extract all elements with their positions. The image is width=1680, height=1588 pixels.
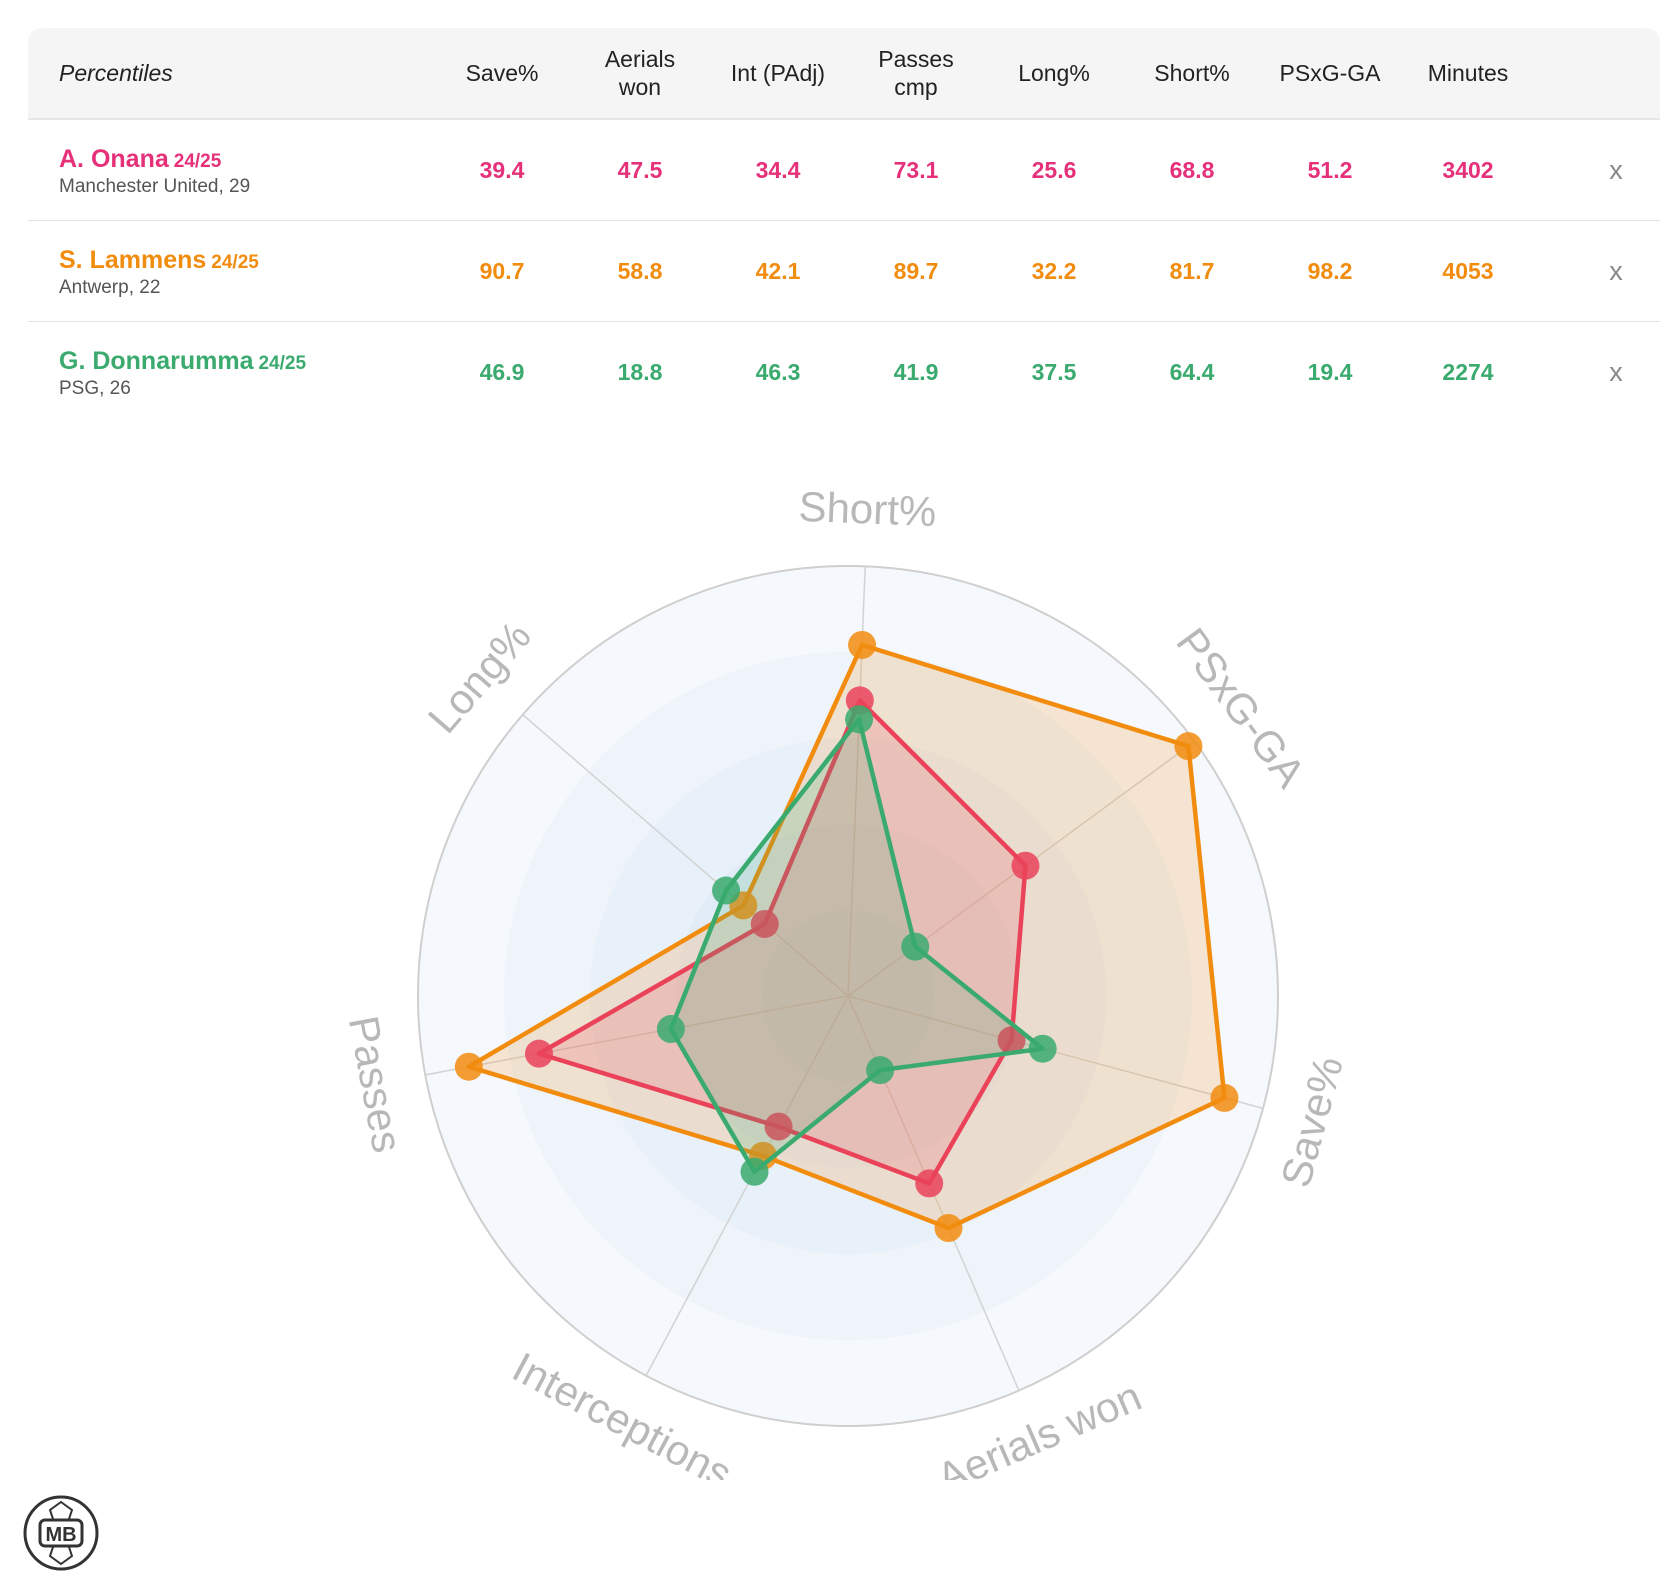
- column-header: Long%: [1018, 60, 1090, 86]
- stat-cell: 81.7: [1169, 257, 1215, 284]
- stat-cell: 3402: [1442, 156, 1494, 183]
- stat-cell: 4053: [1442, 257, 1494, 284]
- stat-cell: 19.4: [1307, 358, 1353, 385]
- data-point: [740, 1157, 769, 1186]
- stat-cell: 34.4: [755, 156, 801, 183]
- column-header: Short%: [1154, 60, 1230, 86]
- column-header: Int (PAdj): [730, 60, 826, 86]
- radar-spoke: [645, 995, 849, 1376]
- data-point: [750, 909, 779, 938]
- stat-cell: 39.4: [479, 156, 525, 183]
- data-point: [454, 1052, 483, 1081]
- data-point: [1210, 1083, 1239, 1112]
- player-name[interactable]: G. Donnarumma 24/25: [59, 347, 307, 375]
- data-point: [524, 1039, 553, 1068]
- stat-cell: 46.3: [755, 358, 801, 385]
- svg-text:MB: MB: [45, 1524, 76, 1546]
- stat-cell: 58.8: [617, 257, 663, 284]
- data-point: [656, 1015, 685, 1044]
- player-club-age: Antwerp, 22: [59, 277, 161, 298]
- player-club-age: Manchester United, 29: [59, 176, 251, 197]
- player-name[interactable]: A. Onana 24/25: [59, 145, 222, 173]
- stat-cell: 37.5: [1031, 358, 1077, 385]
- table-body: A. Onana 24/25 Manchester United, 29 39.4 47…: [28, 120, 1660, 422]
- axis-label: Short%: [798, 483, 938, 535]
- data-point: [1028, 1034, 1057, 1063]
- series-area: [536, 698, 1028, 1186]
- radar-spoke: [425, 995, 849, 1076]
- data-point: [848, 630, 877, 659]
- column-header: Minutes: [1427, 60, 1509, 86]
- stat-cell: 47.5: [617, 156, 663, 183]
- data-point: [845, 705, 874, 734]
- stat-cell: 46.9: [479, 358, 525, 385]
- stat-cell: 41.9: [893, 358, 939, 385]
- data-point: [1174, 732, 1203, 761]
- series-area: [668, 717, 1045, 1175]
- data-point: [712, 876, 741, 905]
- percentiles-table: Percentiles Save% Aerials won Int (PAdj) Pa…: [28, 28, 1660, 422]
- mb-logo: MB: [23, 1495, 99, 1571]
- column-header: Passes cmp: [878, 46, 954, 100]
- data-point: [934, 1214, 963, 1243]
- player-season: 24/25: [173, 151, 222, 172]
- stat-cell: 51.2: [1307, 156, 1353, 183]
- table-header: Percentiles Save% Aerials won Int (PAdj) Pa…: [28, 28, 1660, 120]
- stat-cell: 64.4: [1169, 358, 1215, 385]
- remove-player-button[interactable]: x: [1609, 154, 1623, 185]
- data-point: [997, 1026, 1026, 1055]
- column-header: PSxG-GA: [1279, 60, 1381, 86]
- table-row: S. Lammens 24/25 Antwerp, 22 90.7 58.8 42.1 89…: [28, 221, 1660, 322]
- table-row: G. Donnarumma 24/25 PSG, 26 46.9 18.8 46.3 41.…: [28, 322, 1660, 422]
- radar-spoke: [522, 714, 849, 997]
- stat-cell: 42.1: [755, 257, 801, 284]
- series-area: [466, 642, 1227, 1231]
- stat-cell: 89.7: [893, 257, 939, 284]
- header-label: Percentiles: [59, 60, 173, 86]
- data-point: [901, 932, 930, 961]
- stat-cell: 73.1: [893, 156, 939, 183]
- player-season: 24/25: [211, 252, 259, 273]
- table-row: A. Onana 24/25 Manchester United, 29 39.4 47…: [28, 120, 1660, 221]
- stat-cell: 68.8: [1169, 156, 1215, 183]
- axis-label: Save%: [1272, 1051, 1352, 1192]
- stat-cell: 25.6: [1031, 156, 1077, 183]
- radar-outline: [417, 565, 1279, 1427]
- stat-cell: 18.8: [617, 358, 663, 385]
- data-point: [866, 1056, 895, 1085]
- data-point: [1011, 851, 1040, 880]
- player-name[interactable]: S. Lammens 24/25: [59, 246, 259, 274]
- player-season: 24/25: [258, 353, 307, 374]
- axis-label: Passes: [340, 1012, 411, 1156]
- player-club-age: PSG, 26: [59, 378, 131, 399]
- remove-player-button[interactable]: x: [1609, 356, 1623, 387]
- data-point: [915, 1169, 944, 1198]
- column-header: Save%: [465, 60, 539, 86]
- column-header: Aerials won: [604, 46, 676, 100]
- stat-cell: 90.7: [479, 257, 525, 284]
- data-point: [764, 1112, 793, 1141]
- stat-cell: 2274: [1442, 358, 1494, 385]
- stat-cell: 98.2: [1307, 257, 1353, 284]
- remove-player-button[interactable]: x: [1609, 255, 1623, 286]
- stat-cell: 32.2: [1031, 257, 1077, 284]
